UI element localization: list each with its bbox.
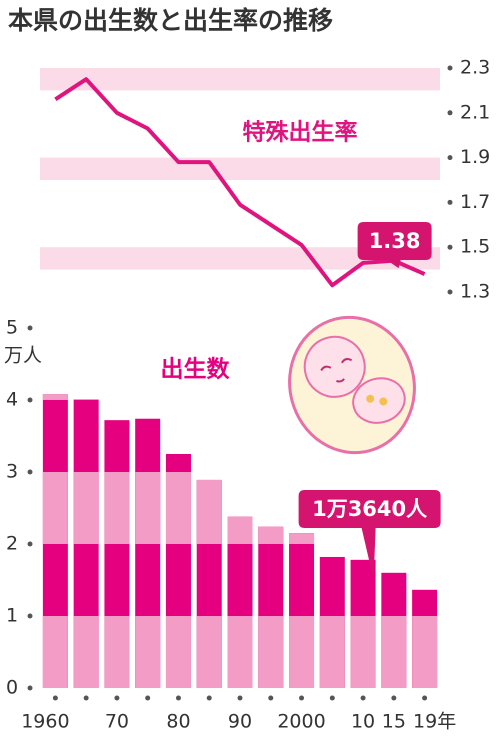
y-tick-mark bbox=[27, 541, 33, 547]
bar-stripe bbox=[227, 516, 253, 544]
bar-stripe bbox=[135, 472, 161, 544]
grid-band bbox=[40, 157, 440, 180]
bar-stripe bbox=[135, 616, 161, 688]
x-tick-mark bbox=[83, 695, 89, 701]
x-tick-label: 2000 bbox=[277, 711, 325, 733]
y-tick-mark bbox=[27, 685, 33, 691]
y-tick-label: 0 bbox=[6, 677, 18, 699]
x-tick-mark bbox=[114, 695, 120, 701]
grid-band bbox=[40, 68, 440, 91]
x-tick-label: 70 bbox=[105, 711, 129, 733]
x-tick-label: 1960 bbox=[21, 711, 69, 733]
x-tick-mark bbox=[299, 695, 305, 701]
bar-stripe bbox=[258, 616, 284, 688]
y-tick-mark bbox=[447, 199, 453, 205]
callout-box bbox=[298, 490, 441, 580]
x-tick-label: 10 bbox=[351, 711, 375, 733]
callout-box bbox=[357, 222, 432, 269]
x-tick-label: 19年 bbox=[413, 711, 456, 733]
value-label: 1万3640人 bbox=[312, 497, 427, 521]
y-tick-label: 1.3 bbox=[460, 281, 490, 303]
bar-stripe bbox=[196, 479, 222, 544]
bar-stripe bbox=[227, 616, 253, 688]
y-tick-label: 1.9 bbox=[460, 146, 490, 168]
line bbox=[54, 77, 426, 288]
bar-stripe bbox=[73, 472, 99, 544]
x-tick-mark bbox=[268, 695, 274, 701]
legend-label: 出生数 bbox=[161, 357, 231, 383]
x-tick-label: 15 bbox=[382, 711, 406, 733]
y-tick-label: 4 bbox=[6, 389, 18, 411]
bar-stripe bbox=[381, 616, 407, 688]
y-tick-label: 1.5 bbox=[460, 236, 490, 258]
bar-stripe bbox=[196, 616, 222, 688]
y-tick-mark bbox=[27, 325, 33, 331]
x-tick-mark bbox=[52, 695, 58, 701]
x-tick-label: 90 bbox=[228, 711, 252, 733]
bar-stripe bbox=[319, 616, 345, 688]
bar-stripe bbox=[104, 472, 130, 544]
y-tick-label: 2.1 bbox=[460, 101, 490, 123]
bar-stripe bbox=[73, 399, 99, 400]
bar-stripe bbox=[412, 616, 438, 688]
y-tick-label: 5 bbox=[6, 317, 18, 339]
bar-stripe bbox=[165, 472, 191, 544]
bar-stripe bbox=[165, 616, 191, 688]
y-tick-mark bbox=[447, 155, 453, 161]
y-tick-mark bbox=[27, 469, 33, 475]
x-tick-mark bbox=[206, 695, 212, 701]
bar-stripe bbox=[42, 472, 68, 544]
y-tick-mark bbox=[447, 289, 453, 295]
bar-stripe bbox=[350, 616, 376, 688]
x-tick-mark bbox=[422, 695, 428, 701]
bar-stripe bbox=[258, 526, 284, 544]
y-tick-mark bbox=[27, 397, 33, 403]
x-tick-mark bbox=[175, 695, 181, 701]
x-tick-mark bbox=[391, 695, 397, 701]
value-label: 1.38 bbox=[369, 229, 421, 253]
y-tick-mark bbox=[447, 244, 453, 250]
bar-stripe bbox=[73, 616, 99, 688]
x-tick-label: 80 bbox=[166, 711, 190, 733]
x-tick-mark bbox=[360, 695, 366, 701]
baby-illustration bbox=[288, 315, 416, 455]
x-tick-mark bbox=[237, 695, 243, 701]
y-tick-mark bbox=[447, 65, 453, 71]
y-tick-label: 2.3 bbox=[460, 57, 490, 79]
y-tick-label: 2 bbox=[6, 533, 18, 555]
y-tick-mark bbox=[447, 110, 453, 116]
title: 本県の出生数と出生率の推移 bbox=[8, 6, 333, 35]
bar-stripe bbox=[289, 533, 315, 544]
y-tick-mark bbox=[27, 613, 33, 619]
x-tick-mark bbox=[329, 695, 335, 701]
bar-stripe bbox=[42, 616, 68, 688]
y-tick-label: 1.7 bbox=[460, 191, 490, 213]
y-tick-label: 3 bbox=[6, 461, 18, 483]
y-unit: 万人 bbox=[4, 345, 42, 367]
bar-stripe bbox=[42, 394, 68, 400]
grid-band bbox=[40, 247, 440, 270]
y-tick-label: 1 bbox=[6, 605, 18, 627]
legend-label: 特殊出生率 bbox=[243, 119, 358, 146]
bar-stripe bbox=[104, 616, 130, 688]
bar-stripe bbox=[289, 616, 315, 688]
x-tick-mark bbox=[145, 695, 151, 701]
